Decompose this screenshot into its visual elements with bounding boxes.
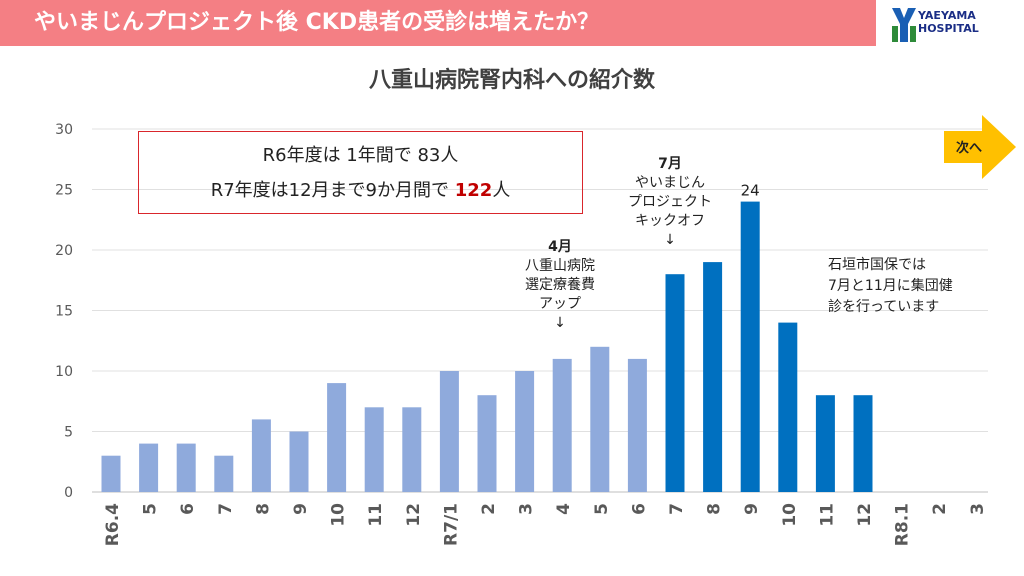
y-tick-label: 25 — [55, 183, 73, 199]
chart-title: 八重山病院腎内科への紹介数 — [368, 68, 655, 93]
arrow-right-icon — [944, 115, 1016, 179]
note-line: 石垣市国保では — [828, 257, 926, 273]
bar — [101, 455, 121, 492]
bar — [590, 346, 610, 492]
x-tick-label: 12 — [404, 503, 424, 527]
x-tick-label: 10 — [780, 503, 800, 527]
note-line: 7月と11月に集団健 — [828, 278, 953, 294]
bar — [327, 383, 347, 492]
bar — [439, 371, 459, 492]
bar — [815, 395, 835, 492]
x-tick-label: 4 — [554, 503, 574, 515]
y-tick-label: 20 — [55, 243, 73, 259]
bar — [627, 358, 647, 492]
bar — [364, 407, 384, 492]
annotation-text: やいまじん — [635, 175, 705, 191]
summary-line2-prefix: R7年度は12月まで9か月間で — [210, 180, 455, 201]
x-tick-label: 5 — [141, 503, 161, 515]
annotation-text: 八重山病院 — [525, 258, 595, 274]
bar — [740, 201, 760, 492]
x-tick-label: 7 — [667, 503, 687, 515]
data-label: 24 — [741, 182, 760, 200]
logo-text: YAEYAMA HOSPITAL — [918, 9, 979, 35]
header-title: やいまじんプロジェクト後 CKD患者の受診は増えたか？ — [34, 10, 600, 35]
down-arrow-icon: ↓ — [554, 315, 566, 331]
bar — [853, 395, 873, 492]
x-tick-label: 9 — [742, 503, 762, 515]
down-arrow-icon: ↓ — [664, 232, 676, 248]
annotation-text: アップ — [539, 296, 581, 312]
bar — [289, 431, 309, 492]
y-tick-label: 5 — [64, 425, 73, 441]
x-tick-label: R7/1 — [441, 503, 461, 546]
y-tick-label: 30 — [55, 122, 73, 138]
x-tick-label: 2 — [930, 503, 950, 515]
bar — [665, 274, 685, 492]
x-tick-label: 6 — [629, 503, 649, 515]
x-tick-label: 10 — [329, 503, 349, 527]
bar — [515, 371, 535, 492]
y-tick-label: 15 — [55, 304, 73, 320]
note-line: 診を行っています — [828, 299, 940, 315]
header-banner: やいまじんプロジェクト後 CKD患者の受診は増えたか？ — [0, 0, 876, 46]
bar — [703, 262, 723, 492]
annotation-text: 選定療養費 — [525, 277, 595, 293]
hospital-logo-icon — [892, 8, 916, 42]
logo-line2: HOSPITAL — [918, 22, 979, 35]
bar — [176, 443, 196, 492]
x-tick-label: 11 — [366, 503, 386, 527]
annotation-text: キックオフ — [635, 213, 705, 229]
x-tick-label: R6.4 — [103, 503, 123, 546]
summary-line2-suffix: 人 — [492, 180, 511, 201]
x-tick-label: 7 — [216, 503, 236, 515]
annotation-month: 4月 — [548, 239, 572, 255]
summary-box: R6年度は 1年間で 83人 R7年度は12月まで9か月間で 122人 — [138, 131, 583, 214]
next-button[interactable]: 次へ — [944, 115, 1016, 179]
logo-line1: YAEYAMA — [918, 9, 976, 22]
x-tick-label: 8 — [705, 503, 725, 515]
bar — [251, 419, 271, 492]
bar — [477, 395, 497, 492]
summary-line1: R6年度は 1年間で 83人 — [262, 145, 459, 166]
summary-value: 122 — [454, 180, 493, 201]
note-text: 石垣市国保では 7月と11月に集団健 診を行っています — [828, 255, 998, 318]
bar — [778, 322, 798, 492]
annotation-month: 7月 — [658, 156, 682, 172]
x-tick-label: 3 — [517, 503, 537, 515]
x-tick-label: 6 — [178, 503, 198, 515]
x-tick-label: 2 — [479, 503, 499, 515]
summary-line2: R7年度は12月まで9か月間で 122人 — [139, 173, 582, 208]
x-tick-label: 8 — [253, 503, 273, 515]
y-tick-label: 0 — [64, 485, 73, 501]
x-tick-label: R8.1 — [893, 503, 913, 546]
x-tick-label: 5 — [592, 503, 612, 515]
x-tick-label: 11 — [817, 503, 837, 527]
bar — [139, 443, 159, 492]
bar — [552, 358, 572, 492]
x-tick-label: 12 — [855, 503, 875, 527]
x-tick-label: 3 — [968, 503, 988, 515]
bar — [402, 407, 422, 492]
next-label: 次へ — [956, 141, 983, 156]
x-tick-label: 9 — [291, 503, 311, 515]
y-tick-label: 10 — [55, 364, 73, 380]
annotation-july: 7月 やいまじん プロジェクト キックオフ ↓ — [610, 155, 730, 250]
annotation-april: 4月 八重山病院 選定療養費 アップ ↓ — [500, 238, 620, 333]
bar — [214, 455, 234, 492]
annotation-text: プロジェクト — [628, 194, 712, 210]
